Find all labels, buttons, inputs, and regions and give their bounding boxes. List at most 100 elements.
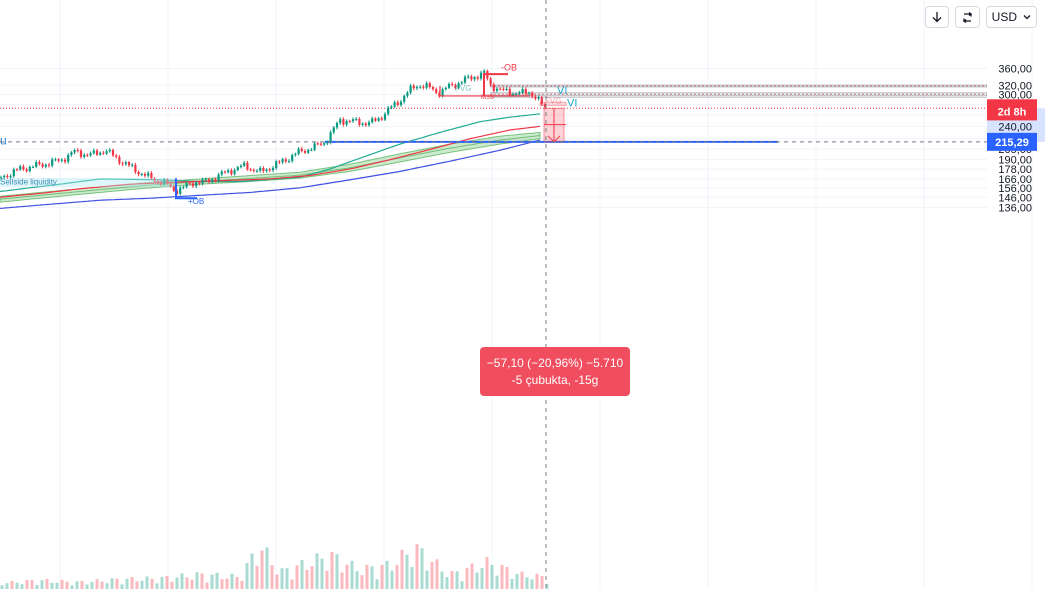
- candle-body: [22, 166, 25, 170]
- candle-body: [361, 123, 364, 125]
- candle-body: [534, 96, 537, 99]
- candle-body: [406, 92, 409, 96]
- candle-body: [483, 70, 486, 73]
- candle-body: [307, 149, 310, 153]
- candle-body: [163, 179, 166, 185]
- candle-body: [396, 102, 399, 105]
- ma-lines: [0, 113, 541, 209]
- candle-body: [540, 97, 543, 105]
- candle-body: [249, 169, 252, 171]
- candle-body: [140, 173, 143, 175]
- volume-bar: [185, 577, 189, 589]
- candle-body: [367, 122, 371, 126]
- candle-body: [79, 150, 83, 157]
- volume-bar: [260, 550, 264, 589]
- candle-body: [345, 121, 348, 125]
- candle-body: [169, 183, 172, 187]
- candle-body: [105, 151, 108, 154]
- volume-bar: [60, 579, 64, 589]
- volume-bar: [80, 581, 84, 589]
- volume-bar: [325, 570, 329, 589]
- volume-bar: [505, 566, 509, 589]
- fvg-bear-box: [539, 101, 567, 106]
- edge-label: u: [0, 134, 7, 148]
- candle-body: [348, 121, 351, 123]
- price-axis[interactable]: 360,00320,00300,00280,00260,00240,00220,…: [987, 64, 1045, 215]
- volume-bar: [310, 566, 314, 589]
- volume-bar: [275, 574, 279, 589]
- volume-bar: [290, 579, 294, 589]
- arrow-down-icon[interactable]: [924, 6, 949, 28]
- volume-bar: [330, 551, 334, 589]
- fvg-bear-label: FVG: [545, 96, 561, 105]
- candle-body: [41, 164, 44, 167]
- candle-body: [67, 154, 70, 162]
- volume-bar: [335, 554, 339, 589]
- volume-bar: [350, 560, 354, 589]
- price-tick-label: 190,00: [998, 155, 1032, 167]
- volume-bar: [50, 582, 54, 589]
- candle-body: [204, 179, 207, 181]
- candle-body: [217, 174, 220, 181]
- currency-select[interactable]: USD: [985, 6, 1037, 28]
- volume-bar: [470, 563, 474, 589]
- candle-body: [326, 142, 329, 144]
- candle-body: [60, 159, 63, 161]
- volume-bar: [225, 578, 229, 589]
- volume-bar: [95, 579, 99, 589]
- candle-body: [390, 106, 393, 108]
- candle-body: [511, 94, 515, 96]
- volume-bar: [265, 547, 269, 589]
- candle-body: [211, 179, 214, 182]
- candle-body: [153, 178, 156, 181]
- candle-body: [508, 89, 511, 96]
- candle-body: [473, 77, 476, 80]
- measure-line2: -5 çubukta, -15g: [511, 372, 599, 387]
- volume-bar: [475, 572, 479, 589]
- candle-body: [195, 182, 198, 187]
- candle-body: [543, 104, 547, 108]
- candle-body: [86, 154, 89, 156]
- volume-bar: [295, 565, 299, 589]
- candle-body: [102, 152, 105, 154]
- candle-body: [127, 162, 131, 166]
- volume-bar: [390, 570, 394, 589]
- candle-body: [198, 182, 201, 184]
- ob-bear-label: -OB: [501, 63, 517, 73]
- candle-body: [435, 89, 438, 93]
- volume-bar: [135, 581, 139, 589]
- candle-body: [278, 161, 281, 163]
- volume-bar: [355, 571, 359, 589]
- volume-bar: [120, 584, 124, 589]
- candle-body: [415, 86, 419, 89]
- volume-bar: [545, 583, 549, 589]
- candle-body: [262, 167, 265, 171]
- volume-bar: [370, 566, 374, 589]
- volume-bar: [180, 573, 184, 589]
- candle-body: [492, 84, 495, 91]
- candle-body: [275, 161, 278, 169]
- volume-bar: [155, 583, 159, 589]
- candle-body: [531, 92, 534, 97]
- volume-bar: [65, 581, 69, 589]
- volume-bar: [455, 571, 459, 589]
- measure-tool[interactable]: [543, 107, 566, 143]
- volume-bar: [125, 578, 129, 589]
- volume-bar: [20, 584, 24, 589]
- candle-body: [428, 83, 431, 87]
- candle-body: [297, 148, 300, 154]
- volume-bar: [400, 549, 404, 589]
- volume-bar: [100, 581, 104, 589]
- volume-bar: [485, 557, 489, 589]
- price-tick-label: 166,00: [998, 174, 1032, 186]
- refresh-icon[interactable]: [954, 6, 980, 28]
- volume-bar: [405, 554, 409, 589]
- volume-bar: [270, 565, 274, 589]
- candle-body: [457, 83, 460, 88]
- zone-lines: [0, 84, 987, 143]
- candle-body: [57, 159, 60, 161]
- candle-body: [460, 82, 463, 84]
- volume-bar: [500, 564, 504, 589]
